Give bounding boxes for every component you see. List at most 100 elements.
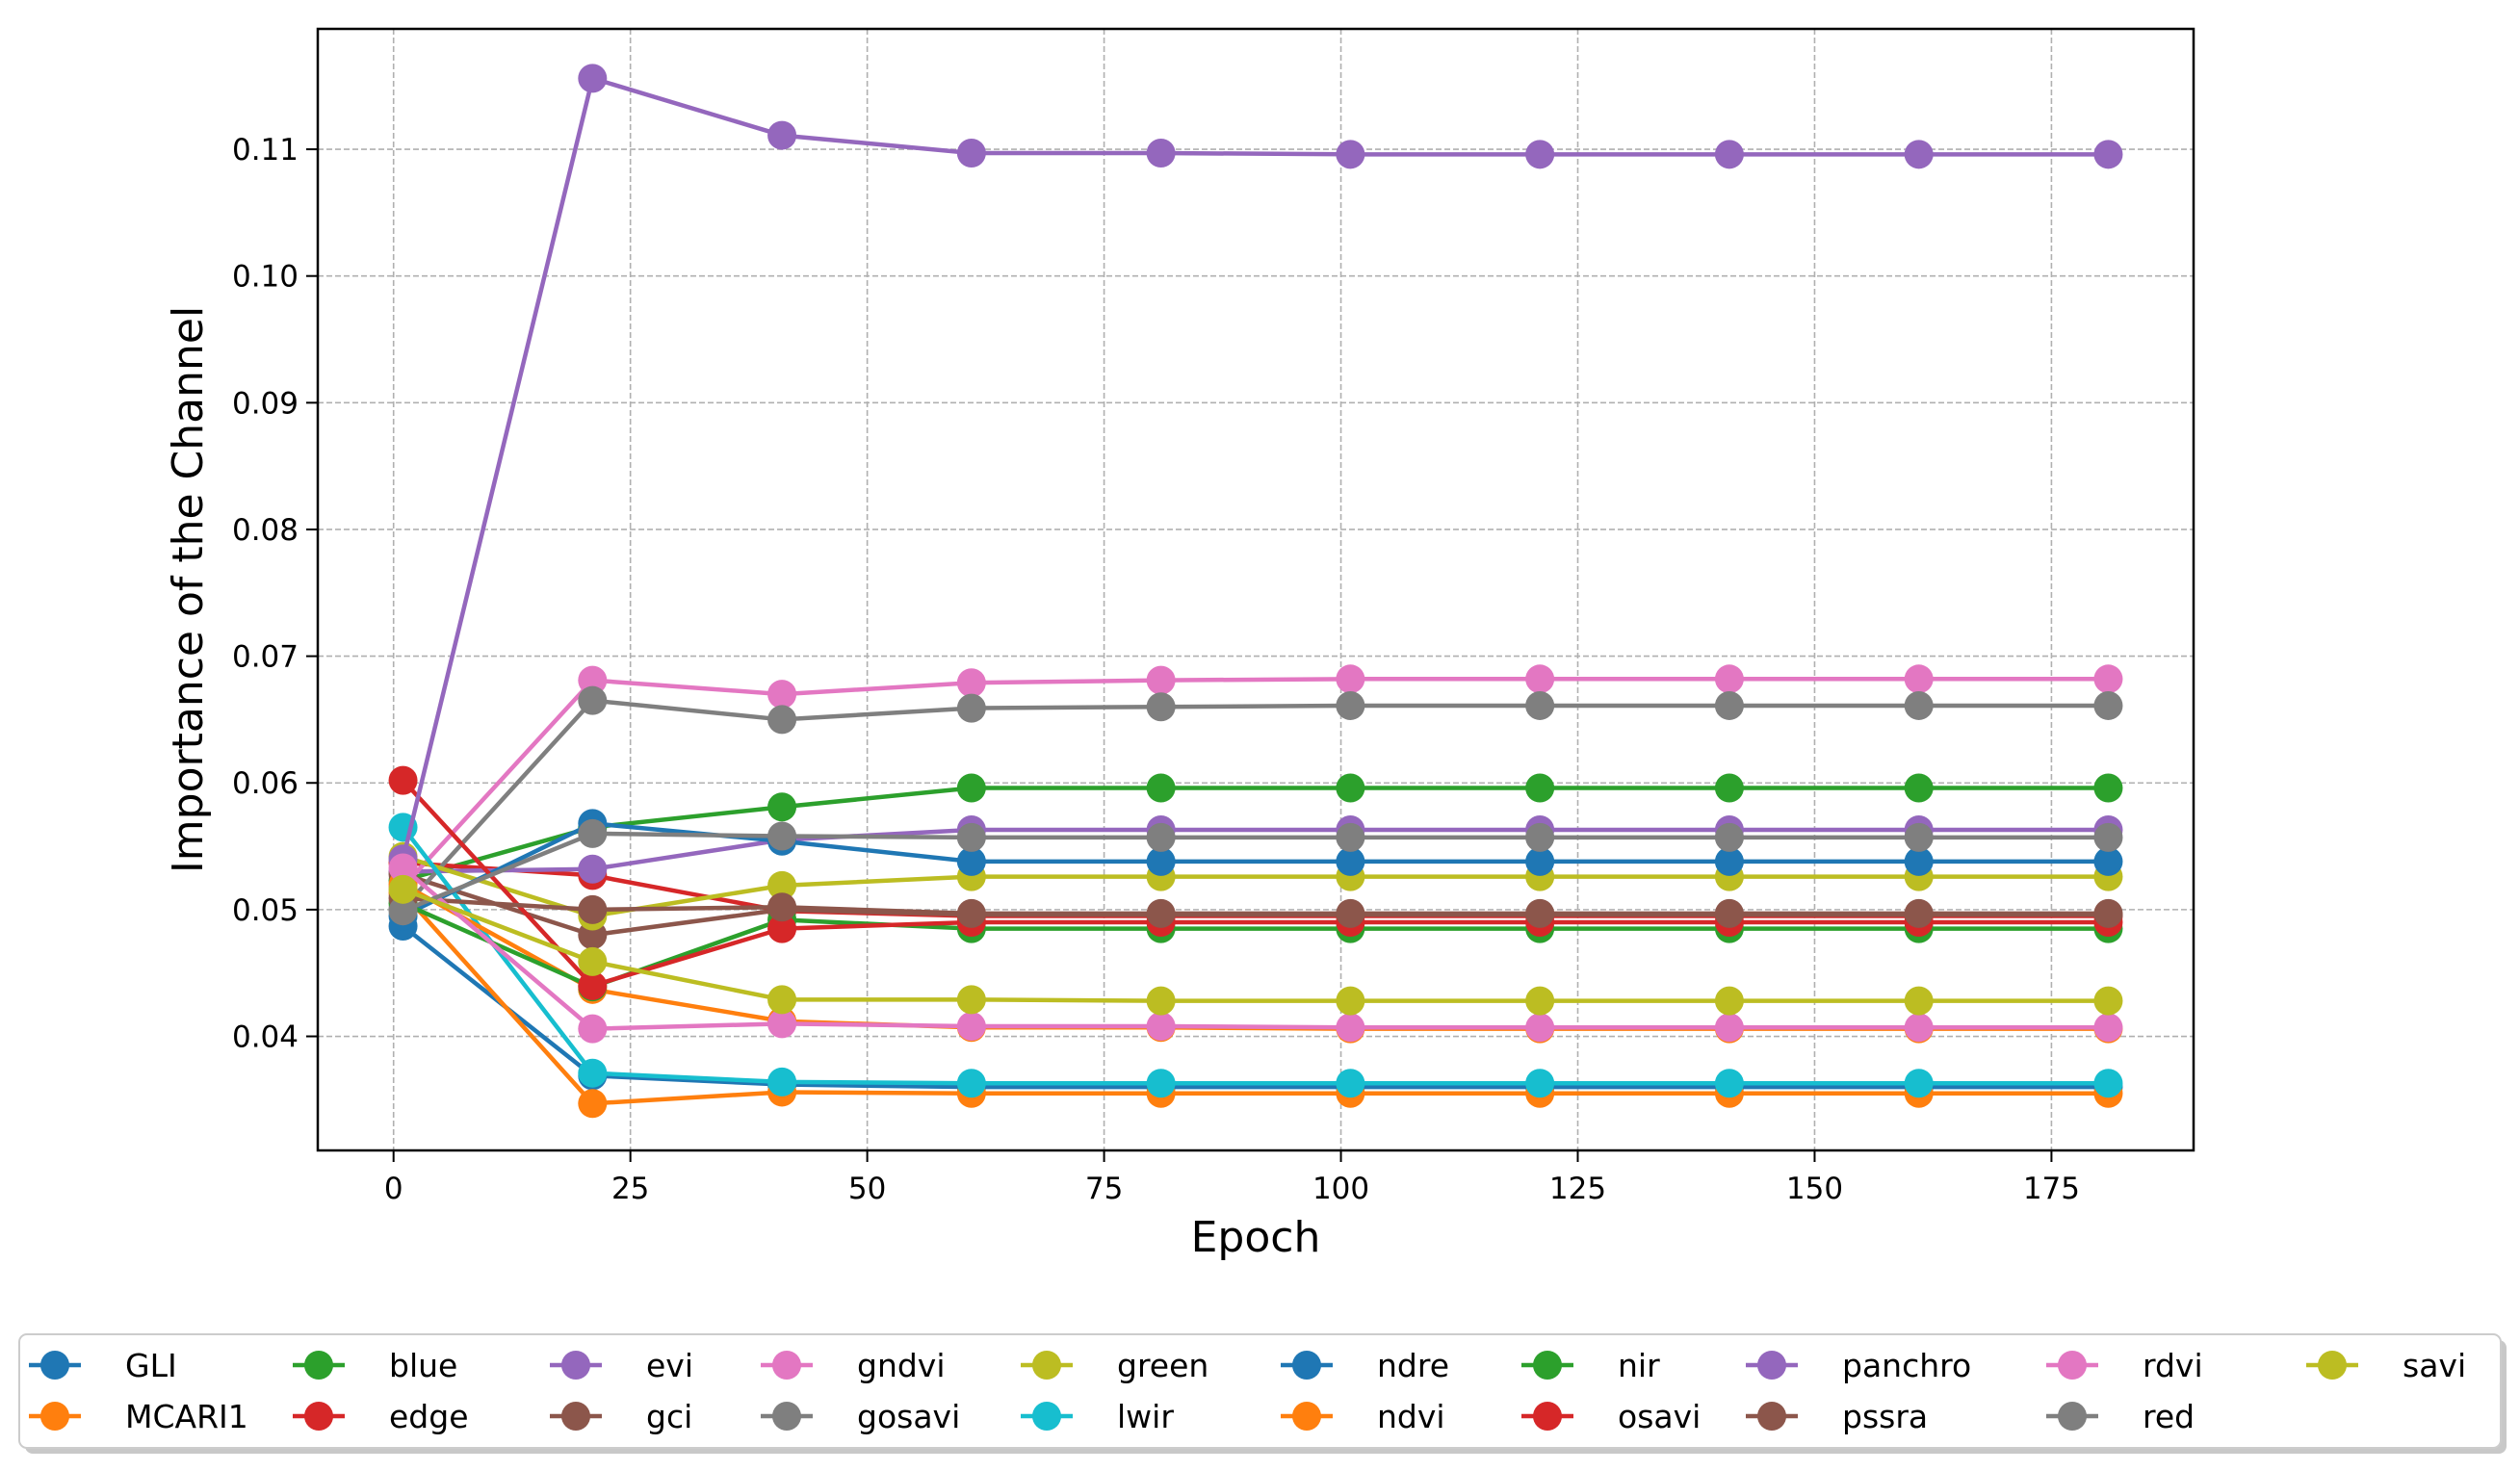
legend-label: blue — [389, 1347, 457, 1384]
data-point — [2093, 846, 2123, 876]
data-point — [578, 1058, 608, 1088]
data-point — [1904, 1069, 1934, 1098]
legend-item-gci: gci — [550, 1398, 692, 1435]
data-point — [1525, 690, 1555, 720]
data-point — [388, 896, 418, 926]
legend-marker — [1032, 1351, 1061, 1380]
data-point — [1146, 692, 1176, 722]
series-line — [403, 827, 2109, 874]
legend-item-lwir: lwir — [1021, 1398, 1174, 1435]
x-tick-label: 0 — [384, 1172, 403, 1206]
legend-marker — [772, 1402, 801, 1431]
series-lines — [388, 64, 2123, 1119]
data-point — [1904, 773, 1934, 803]
x-tick-label: 150 — [1786, 1172, 1843, 1206]
data-point — [1146, 822, 1176, 852]
data-point — [578, 685, 608, 715]
data-point — [767, 1067, 797, 1097]
series-line — [402, 831, 2109, 914]
data-point — [1904, 664, 1934, 694]
legend: GLI MCARI1 blue edge evi gci gndvi gosavi green l… — [18, 1333, 2507, 1454]
series-line — [401, 825, 2109, 1086]
y-tick-label: 0.11 — [232, 133, 299, 168]
y-tick-label: 0.09 — [232, 386, 299, 421]
data-point — [1904, 1013, 1934, 1043]
series-line — [401, 779, 2109, 989]
data-point — [1146, 773, 1176, 803]
legend-item-blue: blue — [293, 1347, 457, 1384]
series-red — [388, 818, 2123, 926]
data-point — [1146, 986, 1176, 1016]
plot-frame — [316, 27, 2195, 1152]
legend-label: savi — [2403, 1347, 2466, 1384]
series-line — [402, 786, 2109, 883]
data-point — [956, 773, 986, 803]
grid — [318, 29, 2194, 1150]
data-point — [767, 892, 797, 922]
data-point — [767, 914, 797, 943]
legend-box — [18, 1333, 2502, 1449]
data-point — [956, 693, 986, 723]
data-point — [578, 946, 608, 976]
legend-marker — [2058, 1351, 2087, 1380]
data-point — [1146, 1069, 1176, 1098]
data-point — [1904, 690, 1934, 720]
legend-label: edge — [389, 1398, 469, 1435]
data-point — [2093, 773, 2123, 803]
legend-marker — [2058, 1402, 2087, 1431]
data-point — [1525, 1013, 1555, 1043]
legend-item-ndre: ndre — [1281, 1347, 1449, 1384]
legend-marker — [1533, 1351, 1562, 1380]
data-point — [956, 985, 986, 1015]
legend-label: gci — [646, 1398, 692, 1435]
data-point — [1336, 140, 1365, 169]
series-line — [402, 865, 2109, 1031]
y-tick-label: 0.07 — [232, 640, 299, 675]
series-gosavi — [388, 685, 2123, 923]
legend-label: ndre — [1377, 1347, 1449, 1384]
data-point — [1336, 846, 1365, 876]
data-point — [578, 970, 608, 1000]
data-point — [1336, 690, 1365, 720]
legend-label: nir — [1618, 1347, 1660, 1384]
data-point — [1904, 140, 1934, 169]
data-point — [1714, 846, 1744, 876]
data-point — [1904, 986, 1934, 1016]
data-point — [1525, 822, 1555, 852]
legend-item-MCARI1: MCARI1 — [29, 1398, 248, 1435]
data-point — [767, 792, 797, 822]
legend-marker — [40, 1351, 69, 1380]
legend-label: pssra — [1842, 1398, 1928, 1435]
data-point — [578, 64, 608, 93]
x-tick-label: 125 — [1549, 1172, 1606, 1206]
series-line — [402, 887, 2109, 1003]
data-point — [956, 822, 986, 852]
data-point — [1525, 140, 1555, 169]
legend-item-nir: nir — [1521, 1347, 1660, 1384]
legend-item-gndvi: gndvi — [761, 1347, 946, 1384]
x-tick-label: 50 — [848, 1172, 886, 1206]
data-point — [578, 1014, 608, 1044]
legend-item-edge: edge — [293, 1398, 469, 1435]
series-savi — [388, 874, 2123, 1016]
data-point — [2093, 690, 2123, 720]
legend-marker — [1757, 1351, 1786, 1380]
y-tick-label: 0.04 — [232, 1020, 299, 1055]
data-point — [1146, 1011, 1176, 1041]
series-line — [401, 698, 2109, 911]
data-point — [1146, 139, 1176, 168]
legend-label: lwir — [1117, 1398, 1174, 1435]
legend-label: MCARI1 — [125, 1398, 248, 1435]
data-point — [1714, 140, 1744, 169]
legend-marker — [1533, 1402, 1562, 1431]
data-point — [1146, 665, 1176, 695]
data-point — [2093, 986, 2123, 1016]
data-point — [388, 853, 418, 883]
x-tick-label: 100 — [1312, 1172, 1369, 1206]
legend-item-red: red — [2046, 1398, 2195, 1435]
data-point — [956, 846, 986, 876]
x-tick-label: 75 — [1085, 1172, 1123, 1206]
data-point — [388, 765, 418, 795]
data-point — [1336, 1069, 1365, 1098]
